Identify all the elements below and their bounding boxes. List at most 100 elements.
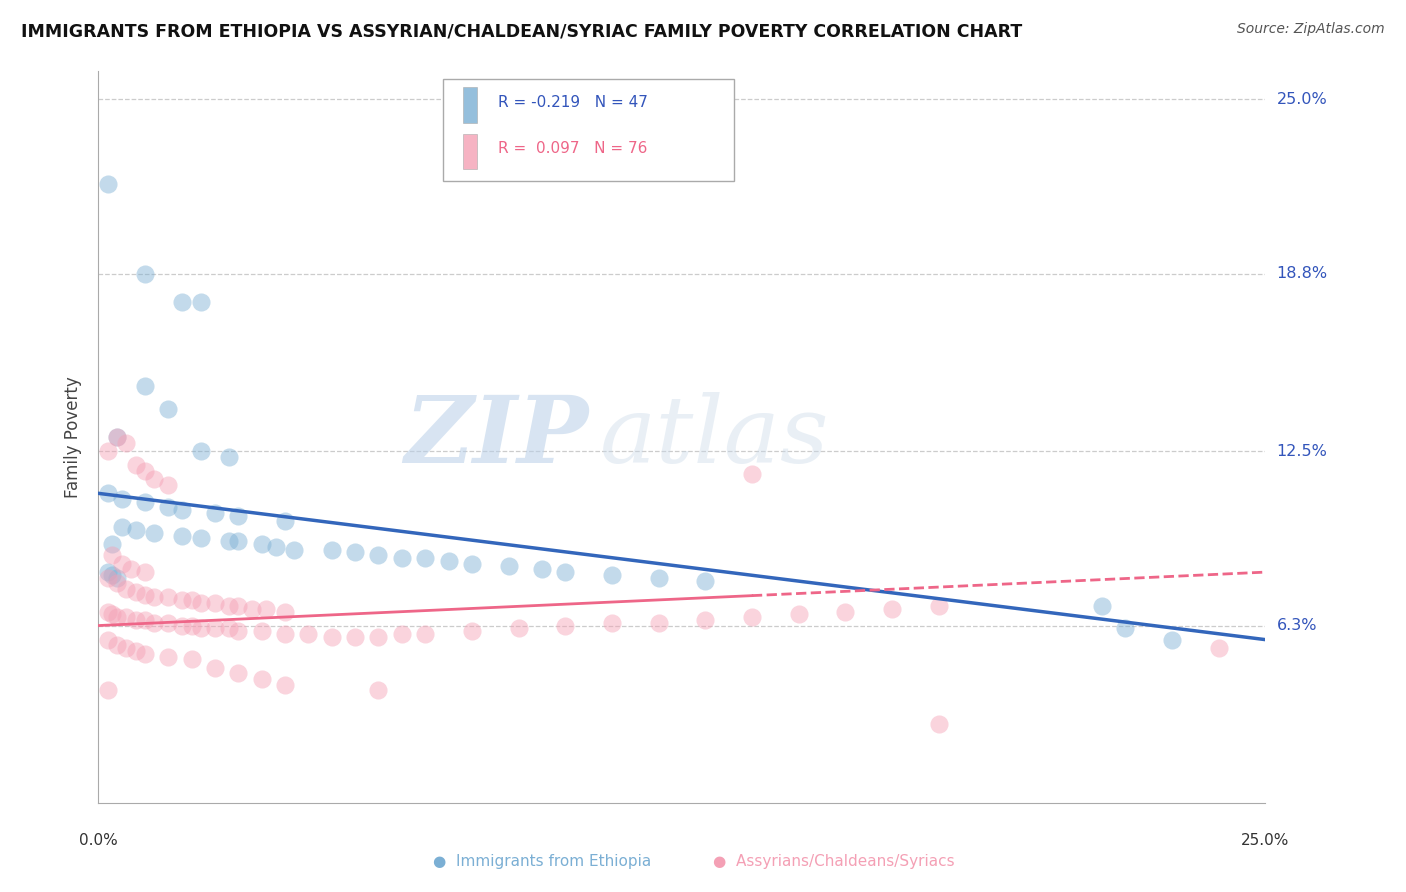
Point	[97, 632, 120, 647]
Point	[157, 478, 180, 492]
Point	[283, 542, 305, 557]
Point	[143, 525, 166, 540]
Point	[101, 537, 124, 551]
Point	[143, 591, 166, 605]
Point	[413, 551, 436, 566]
Text: 25.0%: 25.0%	[1241, 833, 1289, 848]
Text: Source: ZipAtlas.com: Source: ZipAtlas.com	[1237, 22, 1385, 37]
Point	[461, 557, 484, 571]
Point	[204, 596, 226, 610]
Point	[105, 571, 128, 585]
Point	[228, 666, 250, 681]
Point	[111, 491, 134, 506]
Point	[180, 618, 202, 632]
Point	[228, 624, 250, 639]
Point	[1161, 632, 1184, 647]
Point	[134, 267, 156, 281]
Point	[101, 568, 124, 582]
Point	[834, 605, 856, 619]
Point	[105, 430, 128, 444]
Point	[105, 430, 128, 444]
Point	[125, 584, 148, 599]
Point	[274, 515, 297, 529]
Point	[204, 506, 226, 520]
Point	[391, 551, 413, 566]
Point	[228, 534, 250, 549]
Text: R = -0.219   N = 47: R = -0.219 N = 47	[498, 95, 647, 111]
Point	[367, 548, 389, 562]
Point	[413, 627, 436, 641]
Point	[115, 435, 138, 450]
Point	[508, 621, 530, 635]
Point	[530, 562, 553, 576]
Text: 12.5%: 12.5%	[1277, 443, 1327, 458]
Point	[111, 557, 134, 571]
Point	[228, 508, 250, 523]
Point	[105, 576, 128, 591]
Point	[97, 571, 120, 585]
Text: 18.8%: 18.8%	[1277, 267, 1327, 281]
Text: ●  Assyrians/Chaldeans/Syriacs: ● Assyrians/Chaldeans/Syriacs	[713, 854, 955, 869]
Point	[134, 464, 156, 478]
Text: R =  0.097   N = 76: R = 0.097 N = 76	[498, 141, 647, 156]
Point	[242, 601, 264, 615]
Point	[134, 588, 156, 602]
Point	[101, 548, 124, 562]
Point	[157, 591, 180, 605]
Point	[120, 562, 142, 576]
Point	[695, 574, 717, 588]
Y-axis label: Family Poverty: Family Poverty	[65, 376, 83, 498]
Point	[190, 295, 212, 310]
Point	[105, 638, 128, 652]
Point	[180, 593, 202, 607]
Point	[157, 649, 180, 664]
Point	[190, 621, 212, 635]
Point	[787, 607, 810, 622]
Point	[157, 615, 180, 630]
Point	[600, 568, 623, 582]
Point	[437, 554, 460, 568]
FancyBboxPatch shape	[443, 78, 734, 181]
Point	[157, 500, 180, 515]
Point	[97, 605, 120, 619]
Point	[134, 647, 156, 661]
Point	[134, 613, 156, 627]
Point	[274, 678, 297, 692]
Text: 25.0%: 25.0%	[1277, 92, 1327, 107]
Point	[172, 528, 194, 542]
Point	[204, 621, 226, 635]
Point	[157, 401, 180, 416]
Point	[250, 537, 273, 551]
Point	[97, 444, 120, 458]
Point	[1091, 599, 1114, 613]
Point	[321, 630, 343, 644]
Point	[554, 618, 576, 632]
Point	[125, 458, 148, 473]
Point	[190, 532, 212, 546]
Point	[367, 683, 389, 698]
Point	[172, 593, 194, 607]
Point	[134, 565, 156, 579]
Point	[115, 641, 138, 656]
Point	[344, 630, 367, 644]
Point	[190, 596, 212, 610]
Point	[115, 610, 138, 624]
Point	[647, 571, 669, 585]
Point	[115, 582, 138, 596]
Point	[105, 610, 128, 624]
Point	[97, 177, 120, 191]
Point	[274, 627, 297, 641]
Point	[97, 683, 120, 698]
Point	[461, 624, 484, 639]
Point	[741, 467, 763, 481]
Point	[218, 450, 240, 464]
Point	[256, 601, 278, 615]
Point	[218, 534, 240, 549]
Point	[367, 630, 389, 644]
Text: 6.3%: 6.3%	[1277, 618, 1317, 633]
Point	[344, 545, 367, 559]
Point	[190, 444, 212, 458]
Text: 0.0%: 0.0%	[79, 833, 118, 848]
Bar	[463, 134, 477, 169]
Text: IMMIGRANTS FROM ETHIOPIA VS ASSYRIAN/CHALDEAN/SYRIAC FAMILY POVERTY CORRELATION : IMMIGRANTS FROM ETHIOPIA VS ASSYRIAN/CHA…	[21, 22, 1022, 40]
